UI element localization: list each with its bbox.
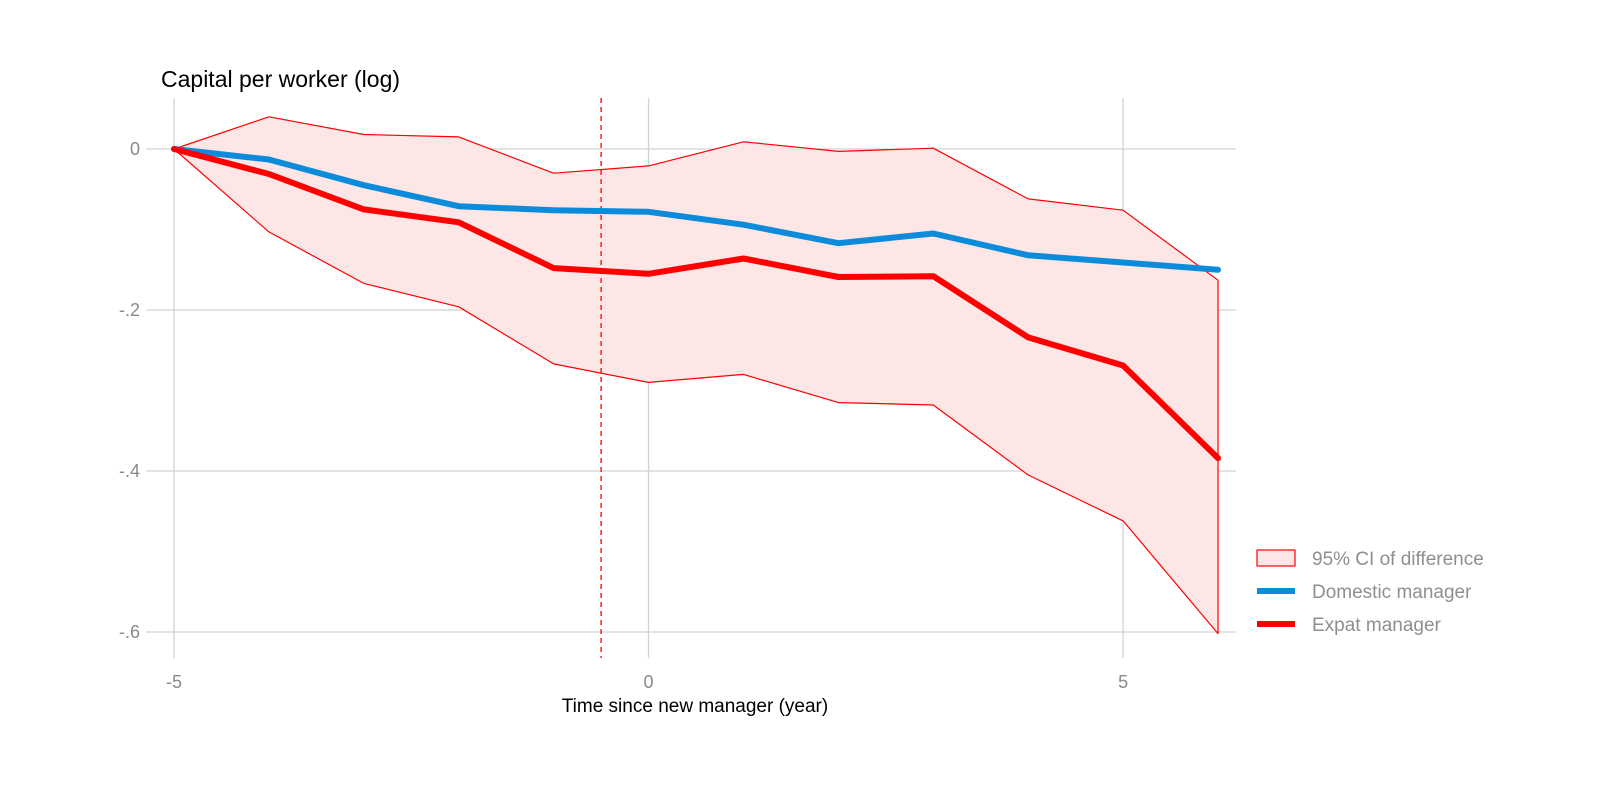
legend-swatch-ci-band: [1256, 549, 1296, 567]
series-line-expat-manager: [171, 146, 1221, 462]
x-tick-label: 5: [1118, 672, 1128, 692]
y-tick-label: -.4: [119, 461, 140, 481]
x-tick-label: -5: [166, 672, 182, 692]
series-line-domestic-manager: [171, 146, 1221, 273]
y-tick-label: -.2: [119, 300, 140, 320]
series-lines: [171, 146, 1221, 462]
legend-label-series: Domestic manager: [1312, 582, 1472, 603]
tick-labels: 0 -.2 -.4 -.6 -5 0 5: [119, 139, 1128, 692]
chart-title: Capital per worker (log): [161, 66, 400, 92]
y-tick-label: -.6: [119, 622, 140, 642]
legend-label-series: Expat manager: [1312, 615, 1442, 636]
legend-label-ci-band: 95% CI of difference: [1312, 549, 1484, 570]
y-tick-label: 0: [130, 139, 140, 159]
legend: 95% CI of difference Domestic manager Expa…: [1256, 549, 1484, 636]
x-axis-label: Time since new manager (year): [562, 696, 828, 717]
x-tick-label: 0: [644, 672, 654, 692]
